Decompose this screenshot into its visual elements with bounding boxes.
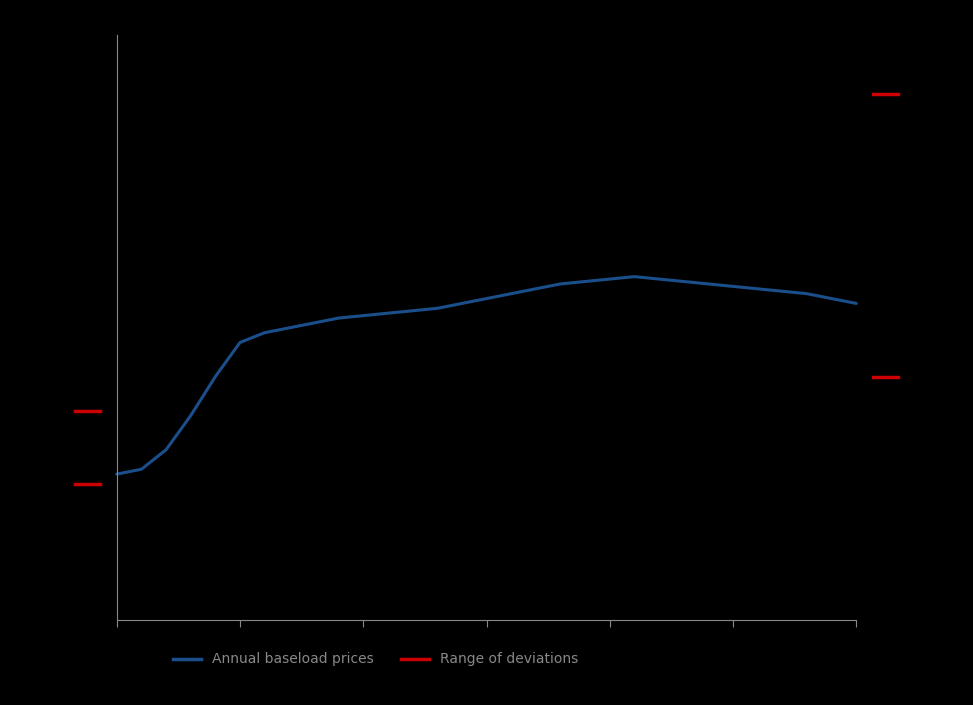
Legend: Annual baseload prices, Range of deviations: Annual baseload prices, Range of deviati… [167, 647, 584, 672]
